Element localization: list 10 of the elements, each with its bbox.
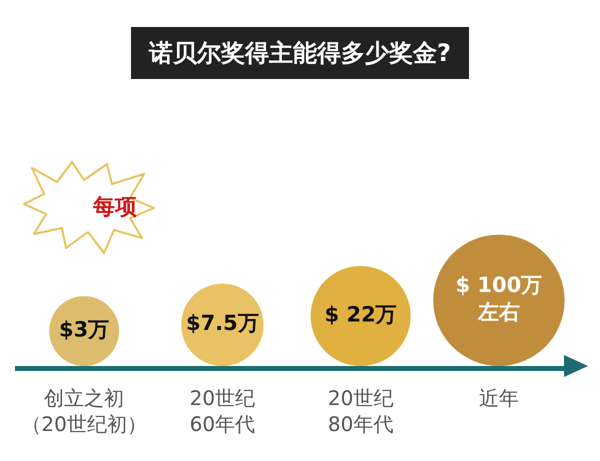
text: 每项 <box>92 195 137 220</box>
category-label: 20世纪80年代 <box>328 386 394 436</box>
data-label: $7.5万 <box>186 311 259 336</box>
category-label: 20世纪60年代 <box>190 386 256 436</box>
data-label: $3万 <box>59 317 110 342</box>
data-label: $ 22万 <box>324 302 397 326</box>
category-label: 近年 <box>478 386 519 410</box>
data-label: $ 100万左右 <box>455 272 542 324</box>
category-label: 创立之初（20世纪初） <box>21 386 147 436</box>
text: 诺贝尔奖得主能得多少奖金? <box>131 27 469 79</box>
